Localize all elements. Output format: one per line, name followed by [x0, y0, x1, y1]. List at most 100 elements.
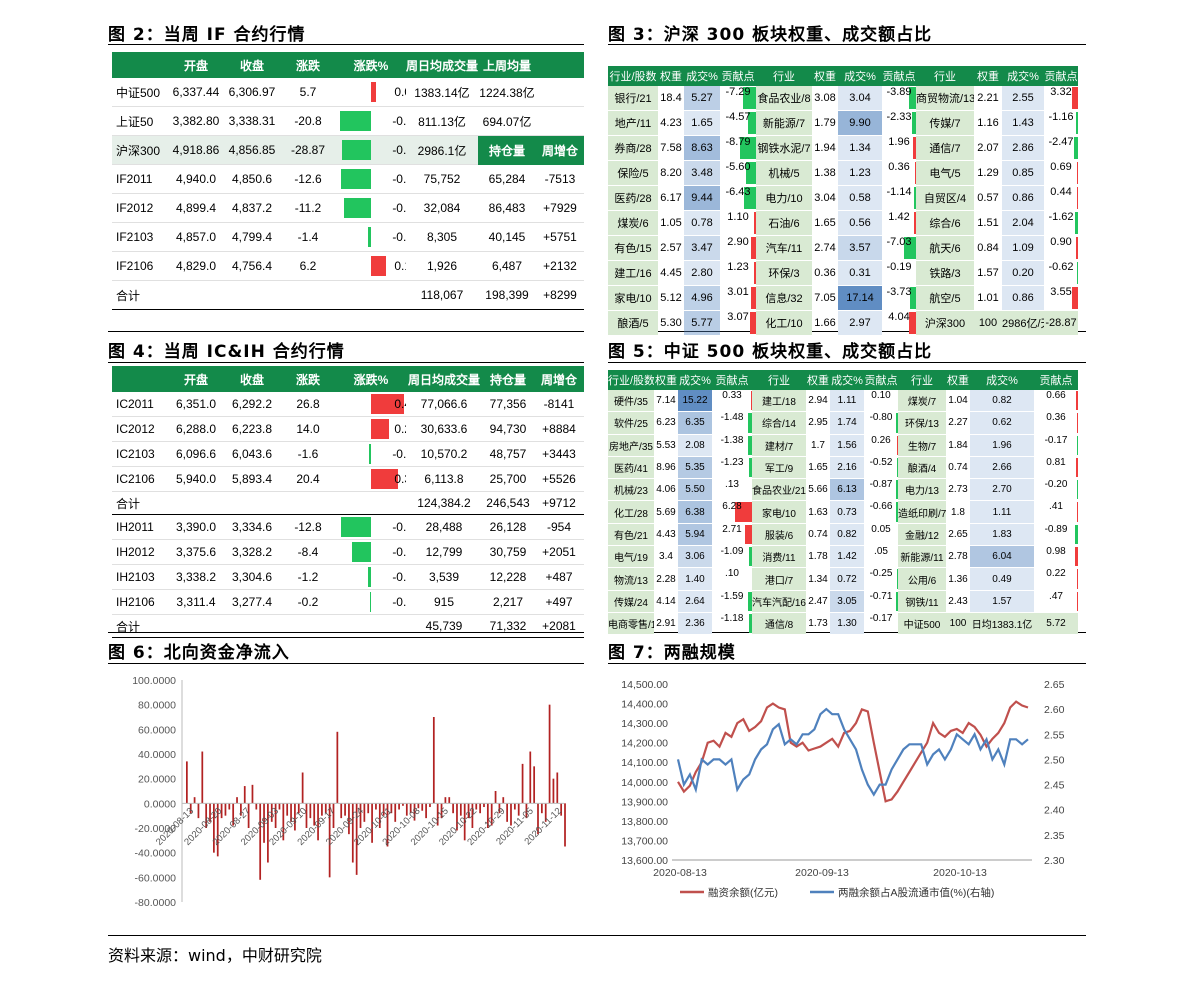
sector-name: 食品农业/8 — [756, 86, 812, 111]
table-cell: 1.51 — [974, 210, 1002, 236]
pct-cell: 0.23 — [336, 416, 406, 442]
net-inflow-bar — [282, 803, 285, 841]
table-cell: 1.42 — [882, 210, 916, 236]
col-header: 行业 — [916, 66, 974, 86]
margin-balance-line — [677, 700, 1029, 803]
sector-name: 传媒/7 — [916, 110, 974, 136]
sector-name: 化工/10 — [756, 310, 812, 336]
pct-cell: -0.01 — [336, 589, 406, 615]
cell-value: 1.38 — [814, 167, 836, 179]
table-cell: 4.96 — [684, 285, 720, 311]
table-cell: +2051 — [534, 539, 584, 565]
net-inflow-bar — [409, 803, 412, 814]
col-header: 周增仓 — [536, 135, 584, 165]
table-cell: -1.09 — [712, 545, 752, 569]
contribution-value: -0.52 — [869, 456, 893, 468]
table-cell: 6,292.2 — [224, 392, 280, 417]
table-cell: 0.90 — [1044, 235, 1078, 261]
table-cell: -1.38 — [712, 434, 752, 457]
cell-value: 0.74 — [948, 462, 968, 474]
table-cell: 6.2 — [280, 251, 336, 281]
table-cell: 5.72 — [1034, 612, 1078, 636]
sector-name: 机械/23 — [608, 478, 654, 502]
volume-value: 2.64 — [685, 595, 705, 607]
cell-value: 公用/6 — [907, 575, 937, 587]
cell-value: 1.94 — [814, 142, 836, 154]
contribution-bar — [915, 162, 916, 184]
cell-value: 综合/6 — [929, 218, 961, 230]
table-cell: 4.23 — [658, 110, 684, 136]
col-header: 权重 — [946, 370, 970, 390]
contribution-value: .05 — [874, 546, 888, 558]
sector-name: 建工/16 — [608, 260, 658, 286]
sector-name: 房地产/35 — [608, 434, 654, 457]
cell-value: 环保/13 — [905, 419, 939, 431]
table-cell: -2.47 — [1044, 135, 1078, 161]
volume-value: 1.83 — [992, 528, 1012, 540]
cell-value: 有色/21 — [614, 530, 648, 542]
pct-value: -0.04 — [392, 570, 406, 584]
cell-value: 1.8 — [951, 506, 965, 518]
table-cell: 0.44 — [1044, 185, 1078, 211]
net-inflow-bar — [386, 803, 389, 847]
cell-value: 通信/8 — [764, 620, 794, 632]
table-cell: 15.22 — [678, 390, 712, 413]
cell-value: 1.29 — [977, 167, 999, 179]
table-cell: 6.23 — [654, 411, 678, 435]
pct-value: -0.59 — [392, 143, 406, 157]
contribution-value: 0.69 — [1050, 161, 1072, 173]
table-cell: 3.57 — [838, 235, 882, 261]
cell-value: 1.78 — [808, 551, 828, 563]
pct-cell: 0.13 — [336, 251, 406, 281]
table-cell — [280, 280, 336, 310]
table-cell: 0.56 — [838, 210, 882, 236]
table-cell: 6.13 — [830, 478, 864, 502]
cell-value: 0.57 — [977, 192, 999, 204]
cell-value: 1.84 — [948, 439, 968, 451]
sector-name: 券商/28 — [608, 135, 658, 161]
table-cell: 1.79 — [812, 110, 838, 136]
table-cell: 10,570.2 — [406, 441, 482, 467]
col-header: 权重 — [654, 370, 678, 390]
cell-value: 有色/15 — [614, 243, 652, 255]
y-tick-label: 80.0000 — [138, 700, 176, 712]
table-cell: 25,700 — [482, 466, 534, 492]
net-inflow-bar — [351, 803, 354, 863]
col-header: 贡献点 — [1044, 66, 1078, 86]
table-cell: 1.40 — [678, 567, 712, 591]
table-cell: 45,739 — [406, 614, 482, 638]
table-cell: 1.38 — [812, 160, 838, 186]
contribution-value: 0.26 — [871, 434, 891, 446]
net-inflow-bar — [267, 803, 269, 863]
table-cell: 1.65 — [806, 456, 830, 480]
table-cell: 1.04 — [946, 390, 970, 413]
contribution-bar — [895, 480, 898, 500]
table-cell: IC2012 — [112, 416, 168, 442]
table-row: 地产/11 4.23 1.65 -4.57 新能源/7 1.79 9.90 -2.33 传媒/7… — [608, 110, 1078, 136]
table-cell: 198,399 — [478, 280, 536, 310]
fig2-title: 图 2：当周 IF 合约行情 — [108, 25, 306, 45]
net-inflow-bar — [479, 803, 481, 814]
sector-name: 航空/5 — [916, 285, 974, 311]
table-cell: 1.36 — [946, 567, 970, 591]
table-cell: 6.04 — [970, 545, 1034, 569]
table-cell: 1.83 — [970, 523, 1034, 547]
table-cell: 2.91 — [654, 612, 678, 636]
cell-value: 1.05 — [660, 217, 682, 229]
table-cell: 3.47 — [684, 235, 720, 261]
cell-value: 自贸区/4 — [923, 193, 967, 205]
cell-value: 环保/3 — [768, 268, 800, 280]
contribution-bar — [1076, 413, 1078, 433]
sector-name: 信息/32 — [756, 285, 812, 311]
cell-value: 传媒/7 — [929, 118, 961, 130]
col-header: 权重 — [806, 370, 830, 390]
volume-value: 2.08 — [685, 439, 705, 451]
table-cell — [536, 78, 584, 107]
net-inflow-bar — [186, 761, 188, 804]
y-left-tick: 14,300.00 — [621, 718, 668, 730]
net-inflow-bar — [294, 803, 296, 831]
table-cell: -1.23 — [712, 456, 752, 480]
sector-name: 硬件/35 — [608, 390, 654, 413]
